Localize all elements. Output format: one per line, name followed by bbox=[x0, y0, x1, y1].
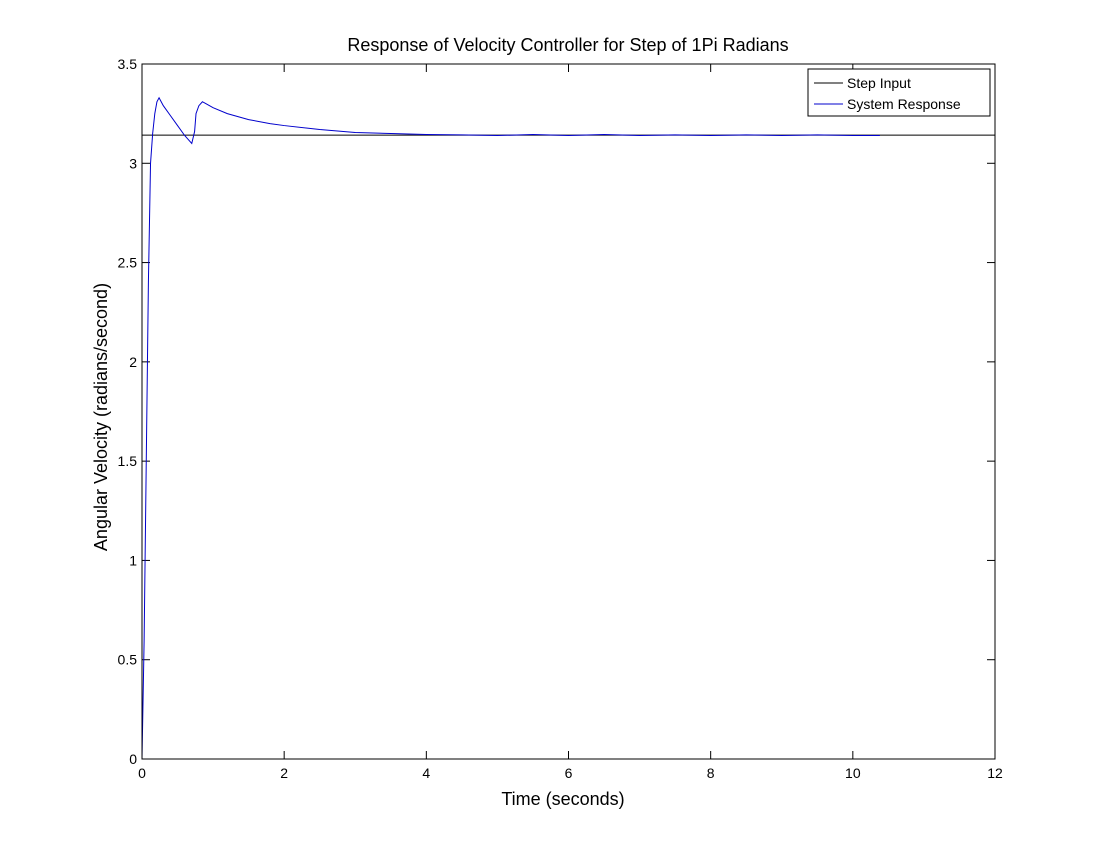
legend-box bbox=[807, 68, 991, 117]
y-tick-label: 2.5 bbox=[118, 255, 138, 271]
axis-ticks: 0 2 4 6 8 10 12 0 0.5 1 1.5 2 2.5 3 3.5 bbox=[118, 56, 1003, 781]
y-tick-label: 2 bbox=[129, 354, 137, 370]
x-tick-label: 6 bbox=[565, 765, 573, 781]
x-tick-label: 4 bbox=[422, 765, 430, 781]
x-axis-title: Time (seconds) bbox=[501, 789, 624, 809]
legend-step-input-label: Step Input bbox=[847, 75, 911, 91]
x-tick-label: 12 bbox=[987, 765, 1003, 781]
chart-title: Response of Velocity Controller for Step… bbox=[347, 35, 788, 55]
y-tick-label: 3.5 bbox=[118, 56, 138, 72]
plot-area bbox=[142, 64, 995, 759]
series-layer bbox=[141, 96, 995, 760]
y-tick-label: 1 bbox=[129, 552, 137, 568]
x-tick-label: 10 bbox=[845, 765, 861, 781]
y-tick-label: 1.5 bbox=[118, 453, 138, 469]
y-tick-label: 0 bbox=[129, 751, 137, 767]
y-tick-label: 0.5 bbox=[118, 652, 138, 668]
legend-system-response-label: System Response bbox=[847, 96, 961, 112]
x-tick-label: 0 bbox=[138, 765, 146, 781]
y-tick-label: 3 bbox=[129, 155, 137, 171]
x-tick-label: 2 bbox=[280, 765, 288, 781]
x-tick-label: 8 bbox=[707, 765, 715, 781]
series-line-system-response bbox=[141, 96, 880, 760]
y-axis-title: Angular Velocity (radians/second) bbox=[91, 283, 111, 551]
axes-box bbox=[141, 63, 996, 760]
legend: Step Input System Response bbox=[807, 68, 991, 117]
